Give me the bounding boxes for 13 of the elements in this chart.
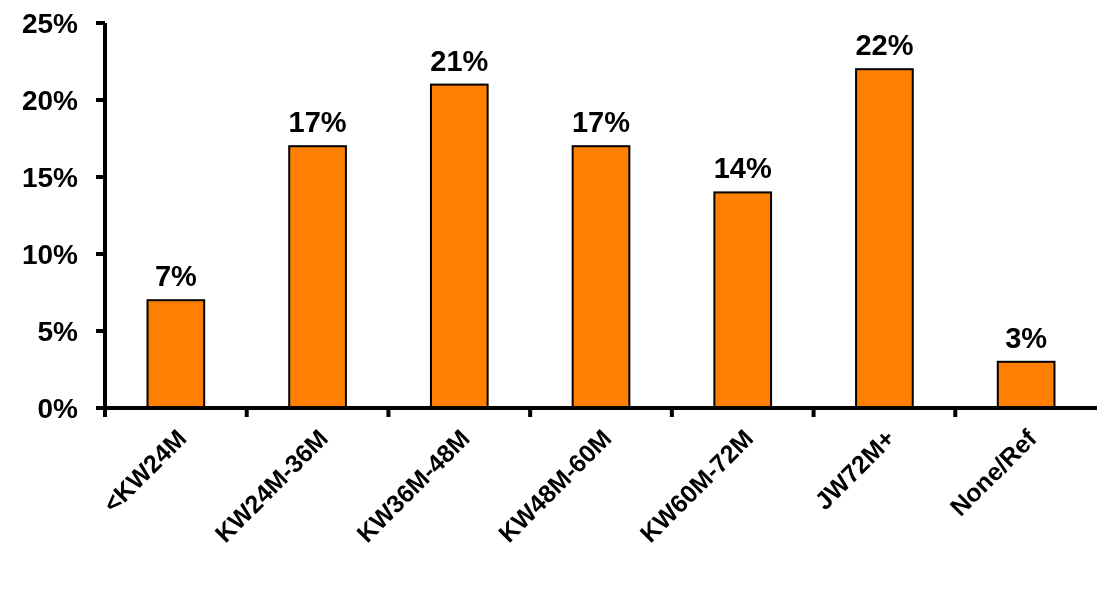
y-tick-label: 5% [37,316,79,348]
y-tick-label: 0% [37,393,79,425]
y-tick-label: 10% [21,239,79,271]
data-label: 14% [713,152,772,185]
data-label: 7% [154,260,198,293]
data-label: 17% [288,106,347,139]
y-tick-label: 25% [21,8,79,40]
data-label: 17% [571,106,631,139]
data-label: 21% [430,44,489,77]
y-tick-label: 15% [21,162,79,194]
y-tick-label: 20% [21,85,79,117]
data-label: 3% [1005,321,1048,354]
data-label: 22% [855,29,914,62]
